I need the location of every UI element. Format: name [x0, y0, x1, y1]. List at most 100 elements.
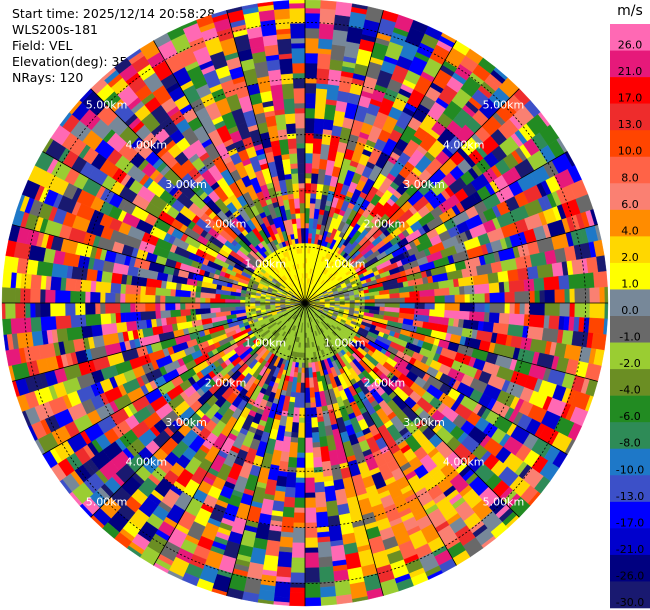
- velocity-cell: [56, 327, 69, 343]
- velocity-cell: [115, 321, 128, 333]
- velocity-cell: [304, 52, 319, 64]
- velocity-cell: [315, 511, 329, 528]
- velocity-cell: [304, 7, 321, 14]
- velocity-cell: [51, 262, 69, 279]
- velocity-cell: [124, 293, 141, 304]
- ppi-plot: 1.00km1.00km1.00km1.00km2.00km2.00km2.00…: [1, 0, 609, 607]
- velocity-cell: [164, 302, 176, 311]
- velocity-cell: [444, 302, 461, 312]
- velocity-cell: [304, 142, 314, 154]
- velocity-cell: [66, 326, 84, 341]
- velocity-cell: [271, 500, 285, 513]
- velocity-cell: [281, 83, 295, 100]
- velocity-cell: [296, 142, 306, 149]
- velocity-cell: [533, 277, 545, 292]
- velocity-cell: [2, 318, 12, 335]
- velocity-cell: [144, 286, 157, 296]
- velocity-cell: [115, 312, 122, 324]
- velocity-cell: [304, 12, 321, 29]
- velocity-cell: [299, 247, 303, 254]
- range-label: 2.00km: [364, 376, 406, 389]
- velocity-cell: [304, 0, 322, 9]
- velocity-cell: [304, 182, 312, 194]
- velocity-cell: [323, 118, 335, 131]
- velocity-cell: [300, 372, 306, 384]
- velocity-cell: [39, 288, 46, 304]
- velocity-cell: [309, 197, 317, 204]
- velocity-cell: [316, 68, 330, 85]
- velocity-cell: [290, 162, 299, 169]
- velocity-cell: [279, 58, 294, 75]
- velocity-cell: [179, 302, 186, 310]
- velocity-cell: [315, 88, 328, 105]
- range-label: 3.00km: [165, 416, 207, 429]
- range-label: 5.00km: [483, 495, 525, 508]
- velocity-cell: [154, 310, 162, 319]
- velocity-cell: [312, 371, 317, 378]
- velocity-cell: [99, 302, 106, 314]
- velocity-cell: [264, 44, 280, 57]
- velocity-cell: [508, 279, 525, 293]
- velocity-cell: [23, 344, 42, 363]
- range-label: 5.00km: [483, 99, 525, 112]
- velocity-cell: [19, 287, 31, 304]
- velocity-cell: [292, 527, 306, 544]
- velocity-cell: [290, 432, 299, 439]
- velocity-cell: [90, 324, 103, 337]
- velocity-cell: [489, 292, 506, 304]
- velocity-cell: [284, 113, 296, 125]
- velocity-cell: [159, 309, 171, 319]
- velocity-cell: [349, 297, 356, 301]
- velocity-cell: [165, 316, 177, 326]
- velocity-cell: [272, 98, 285, 111]
- velocity-cell: [564, 288, 571, 304]
- velocity-cell: [304, 152, 314, 164]
- velocity-cell: [569, 302, 576, 318]
- velocity-cell: [209, 302, 226, 309]
- velocity-cell: [100, 312, 112, 325]
- velocity-cell: [335, 594, 353, 605]
- velocity-cell: [304, 82, 317, 94]
- velocity-cell: [89, 291, 101, 304]
- range-label: 4.00km: [126, 456, 168, 469]
- velocity-cell: [573, 242, 592, 261]
- velocity-cell: [589, 287, 601, 304]
- velocity-cell: [214, 293, 221, 299]
- velocity-cell: [434, 302, 446, 311]
- velocity-cell: [254, 305, 261, 309]
- velocity-cell: [304, 352, 309, 359]
- velocity-cell: [294, 102, 306, 109]
- velocity-cell: [308, 367, 314, 379]
- velocity-cell: [469, 293, 486, 304]
- velocity-cell: [179, 308, 191, 317]
- velocity-cell: [304, 107, 316, 119]
- velocity-cell: [304, 477, 316, 494]
- velocity-cell: [389, 292, 401, 299]
- velocity-cell: [554, 289, 566, 304]
- velocity-cell: [291, 557, 306, 564]
- velocity-cell: [304, 377, 310, 389]
- colorbar-tick-label: -30.0: [616, 596, 644, 609]
- velocity-cell: [94, 302, 101, 315]
- velocity-cell: [38, 342, 56, 360]
- range-label: 3.00km: [403, 416, 445, 429]
- velocity-cell: [299, 252, 303, 259]
- velocity-cell: [458, 286, 466, 296]
- velocity-cell: [99, 292, 106, 304]
- velocity-cell: [289, 2, 306, 9]
- velocity-cell: [568, 273, 585, 290]
- velocity-cell: [330, 44, 346, 62]
- velocity-cell: [314, 103, 327, 120]
- velocity-cell: [548, 315, 560, 330]
- velocity-cell: [289, 152, 298, 165]
- velocity-cell: [304, 437, 314, 454]
- velocity-cell: [295, 127, 306, 144]
- velocity-cell: [569, 288, 576, 304]
- velocity-cell: [498, 312, 510, 325]
- velocity-cell: [169, 309, 181, 318]
- velocity-cell: [507, 269, 520, 282]
- velocity-cell: [304, 27, 320, 39]
- velocity-cell: [294, 482, 306, 499]
- velocity-cell: [318, 23, 335, 40]
- velocity-cell: [317, 541, 332, 558]
